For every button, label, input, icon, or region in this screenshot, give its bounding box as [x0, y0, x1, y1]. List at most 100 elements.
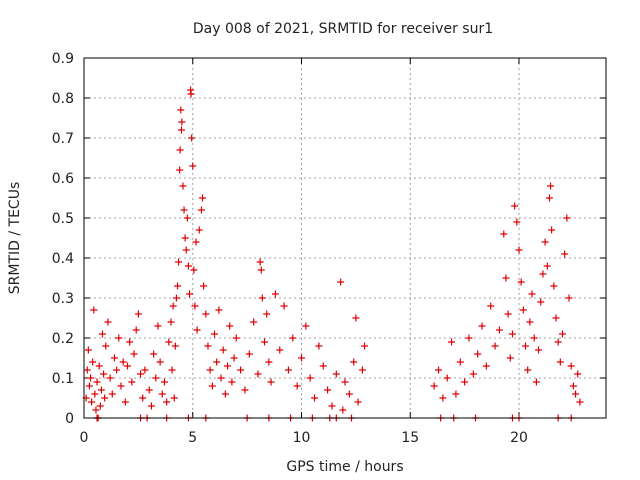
- data-point: [121, 398, 129, 406]
- data-point: [100, 370, 108, 378]
- data-point: [532, 378, 540, 386]
- data-point: [452, 390, 460, 398]
- data-point: [228, 378, 236, 386]
- data-point: [569, 382, 577, 390]
- data-point: [556, 358, 564, 366]
- data-point: [134, 310, 142, 318]
- data-point: [169, 302, 177, 310]
- data-point: [298, 354, 305, 362]
- y-tick-label: 0.4: [52, 251, 74, 267]
- data-point: [170, 394, 178, 402]
- data-point: [110, 354, 118, 362]
- y-tick-labels: 0 0.1 0.2 0.3 0.4 0.5 0.6 0.7 0.8 0.9: [52, 51, 74, 427]
- data-point: [226, 322, 234, 330]
- data-point: [543, 262, 551, 270]
- data-point: [315, 342, 323, 350]
- data-point: [130, 350, 138, 358]
- data-point: [293, 382, 301, 390]
- data-point: [443, 374, 451, 382]
- data-point: [456, 358, 464, 366]
- data-point: [90, 306, 98, 314]
- data-point: [106, 374, 114, 382]
- y-tick-label: 0.8: [52, 91, 74, 107]
- data-point: [267, 378, 275, 386]
- data-point: [154, 322, 162, 330]
- data-point: [152, 374, 160, 382]
- data-point: [515, 246, 523, 254]
- data-point: [171, 342, 179, 350]
- data-point: [178, 118, 186, 126]
- data-point: [176, 146, 184, 154]
- data-point: [345, 390, 353, 398]
- data-point: [361, 342, 369, 350]
- data-point: [435, 366, 443, 374]
- data-point: [506, 354, 514, 362]
- data-point: [96, 402, 104, 410]
- data-point: [439, 394, 447, 402]
- data-point: [200, 282, 208, 290]
- data-point: [502, 274, 510, 282]
- data-point: [474, 350, 482, 358]
- data-point: [101, 394, 109, 402]
- data-point: [256, 258, 264, 266]
- data-point: [352, 314, 360, 322]
- data-point: [87, 374, 95, 382]
- data-point: [199, 194, 207, 202]
- data-point: [177, 126, 185, 134]
- data-point: [530, 334, 538, 342]
- data-point: [217, 374, 225, 382]
- y-tick-label: 0.6: [52, 171, 74, 187]
- data-point: [163, 398, 171, 406]
- data-point: [241, 386, 249, 394]
- data-point: [491, 342, 499, 350]
- data-point: [179, 182, 187, 190]
- data-point: [545, 194, 553, 202]
- data-point: [184, 262, 192, 270]
- x-tick-label: 0: [80, 430, 89, 446]
- data-point: [504, 310, 512, 318]
- data-point: [119, 358, 127, 366]
- data-point: [306, 374, 314, 382]
- y-tick-label: 0.3: [52, 291, 74, 307]
- data-point: [197, 206, 205, 214]
- data-point: [469, 370, 477, 378]
- data-point: [180, 206, 188, 214]
- data-point: [526, 318, 534, 326]
- data-point: [221, 390, 229, 398]
- x-tick-label: 15: [401, 430, 419, 446]
- y-tick-label: 0.9: [52, 51, 74, 67]
- data-point: [311, 394, 319, 402]
- data-point: [85, 382, 93, 390]
- data-point: [211, 330, 218, 338]
- x-tick-label: 10: [293, 430, 311, 446]
- data-point: [487, 302, 495, 310]
- data-point: [172, 294, 180, 302]
- data-point: [181, 234, 189, 242]
- data-point: [193, 326, 201, 334]
- data-point: [83, 366, 91, 374]
- data-point: [550, 282, 558, 290]
- y-tick-label: 0.2: [52, 331, 74, 347]
- data-point: [224, 362, 232, 370]
- data-point: [160, 378, 168, 386]
- data-point: [465, 334, 473, 342]
- data-points: [82, 86, 584, 422]
- data-point: [271, 290, 279, 298]
- data-point: [91, 390, 99, 398]
- y-tick-label: 0.7: [52, 131, 74, 147]
- data-point: [174, 282, 182, 290]
- data-point: [461, 378, 469, 386]
- data-point: [561, 250, 569, 258]
- x-tick-label: 20: [510, 430, 528, 446]
- data-point: [113, 366, 121, 374]
- data-point: [158, 390, 166, 398]
- data-point: [528, 290, 536, 298]
- data-point: [263, 310, 271, 318]
- data-point: [141, 366, 149, 374]
- data-point: [482, 362, 490, 370]
- data-point: [257, 266, 265, 274]
- data-point: [245, 350, 253, 358]
- data-point: [93, 378, 101, 386]
- data-point: [495, 326, 503, 334]
